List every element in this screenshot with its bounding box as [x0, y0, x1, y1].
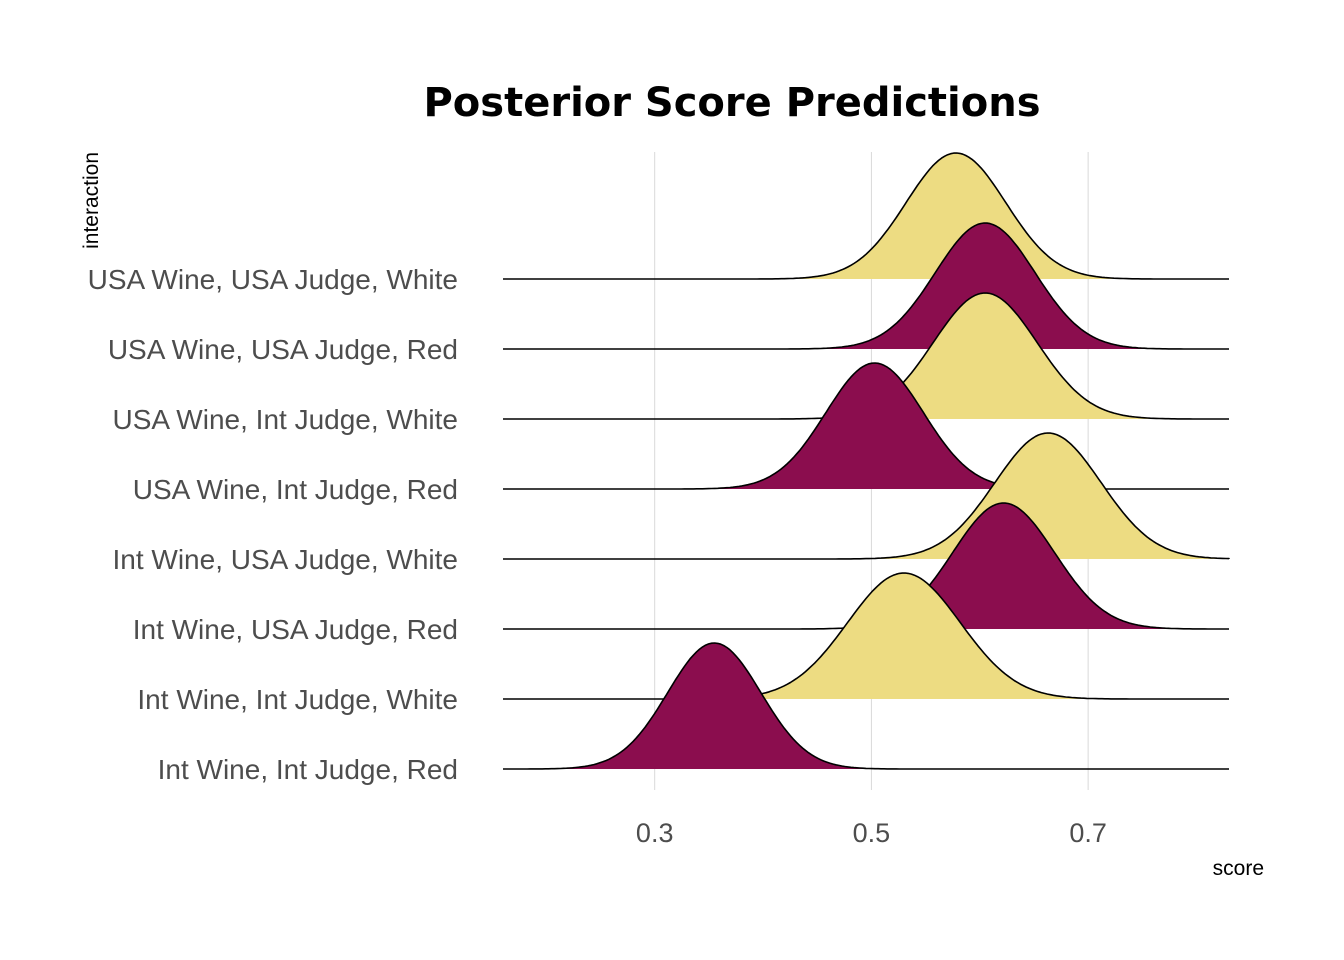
y-tick-labels: USA Wine, USA Judge, White USA Wine, USA … — [88, 264, 458, 785]
y-tick-label: USA Wine, Int Judge, Red — [133, 474, 458, 505]
x-tick-label: 0.3 — [636, 818, 674, 848]
x-tick-labels: 0.3 0.5 0.7 — [636, 818, 1107, 848]
ridge-area — [503, 363, 1229, 489]
ridge-area — [503, 153, 1229, 279]
ridge-outline — [503, 152, 1229, 280]
y-tick-label: USA Wine, USA Judge, White — [88, 264, 458, 295]
x-axis-label: score — [1213, 857, 1264, 880]
ridge-area — [503, 503, 1229, 629]
ridge-outline — [503, 432, 1230, 560]
ridge-outline — [503, 222, 1229, 350]
y-tick-label: Int Wine, Int Judge, Red — [158, 754, 458, 785]
y-tick-label: Int Wine, Int Judge, White — [137, 684, 458, 715]
ridge-area — [503, 223, 1229, 349]
ridge-area — [503, 433, 1229, 559]
y-tick-label: USA Wine, USA Judge, Red — [108, 334, 458, 365]
x-tick-label: 0.7 — [1069, 818, 1107, 848]
y-tick-label: Int Wine, USA Judge, Red — [133, 614, 458, 645]
chart-title: Posterior Score Predictions — [423, 80, 1040, 126]
y-tick-label: Int Wine, USA Judge, White — [113, 544, 459, 575]
ridge-area — [503, 643, 1229, 769]
ridges — [503, 152, 1230, 770]
y-tick-label: USA Wine, Int Judge, White — [113, 404, 459, 435]
ridge-outline — [503, 362, 1229, 490]
ridge-area — [503, 573, 1229, 699]
ridge-outline — [503, 572, 1229, 700]
y-axis-label: interaction — [80, 152, 103, 249]
ridge-area — [503, 293, 1229, 419]
x-tick-label: 0.5 — [853, 818, 891, 848]
ridge-outline — [503, 642, 1229, 770]
